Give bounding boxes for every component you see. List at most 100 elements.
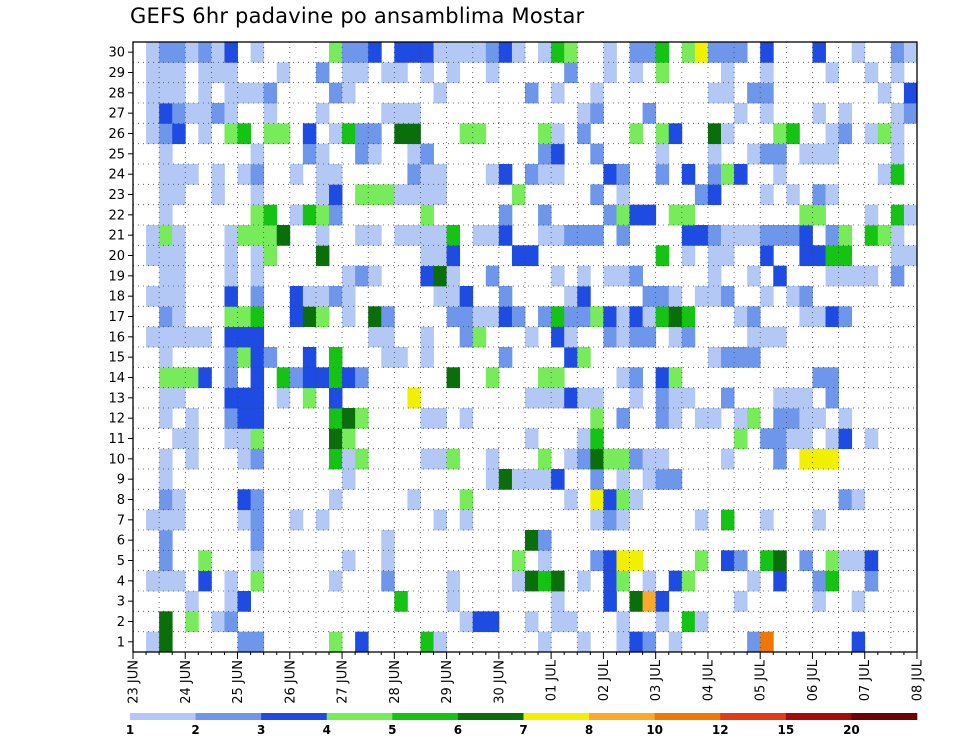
cell-m21-s37 [616, 225, 630, 246]
cell-m30-s25 [459, 42, 474, 63]
cell-m3-s39 [642, 591, 657, 612]
cell-m26-s3 [172, 123, 186, 145]
cell-m15-s47 [747, 347, 761, 368]
cell-m1-s9 [250, 631, 265, 653]
cell-m30-s23 [433, 42, 447, 63]
cell-m25-s2 [159, 143, 173, 165]
cell-m27-s48 [760, 103, 774, 124]
cell-m24-s23 [433, 164, 447, 185]
cell-m17-s13 [302, 306, 317, 328]
cell-m25-s51 [799, 143, 813, 165]
x-tick-label: 01 JUL [545, 659, 560, 701]
cell-m30-s28 [498, 42, 513, 63]
cell-m20-s51 [799, 245, 813, 267]
cell-m11-s54 [838, 428, 853, 450]
cell-m20-s30 [525, 245, 539, 267]
y-tick-label: 24 [108, 168, 125, 183]
cell-m30-s24 [446, 42, 461, 63]
cell-m9-s37 [616, 469, 630, 490]
cell-m12-s40 [655, 408, 670, 429]
cell-m14-s16 [342, 367, 356, 389]
cell-m13-s32 [551, 387, 565, 409]
cell-m5-s5 [198, 550, 212, 572]
cell-m22-s22 [420, 204, 434, 226]
cell-m1-s38 [629, 631, 643, 653]
cell-m19-s2 [159, 265, 173, 287]
cell-m26-s45 [721, 123, 735, 145]
cell-m17-s25 [459, 306, 474, 328]
legend-swatch [785, 713, 852, 720]
cell-m30-s32 [551, 42, 565, 63]
y-tick-label: 2 [117, 615, 125, 630]
cell-m25-s40 [655, 143, 670, 165]
cell-m16-s9 [250, 326, 265, 348]
cell-m26-s53 [825, 123, 839, 145]
cell-m18-s33 [564, 286, 578, 307]
cell-m28-s15 [329, 82, 343, 104]
cell-m16-s19 [381, 326, 395, 348]
cell-m20-s48 [760, 245, 774, 267]
cell-m5-s35 [590, 550, 604, 572]
legend-label: 15 [777, 723, 794, 737]
cell-m12-s50 [786, 408, 800, 429]
cell-m30-s6 [211, 42, 225, 63]
cell-m7-s48 [760, 509, 774, 531]
cell-m21-s21 [407, 225, 421, 246]
cell-m25-s35 [590, 143, 604, 165]
cell-m9-s41 [668, 469, 683, 490]
cell-m12-s49 [773, 408, 787, 429]
cell-m22-s39 [642, 204, 657, 226]
legend-swatch [720, 713, 787, 720]
legend-swatch [457, 713, 524, 720]
cell-m21-s58 [890, 225, 905, 246]
cell-m16-s3 [172, 326, 186, 348]
cell-m18-s40 [655, 286, 670, 307]
cell-m1-s39 [642, 631, 657, 653]
cell-m12-s41 [668, 408, 683, 429]
cell-m7-s35 [590, 509, 604, 531]
cell-m11-s50 [786, 428, 800, 450]
cell-m17-s33 [564, 306, 578, 328]
cell-m18-s9 [250, 286, 265, 307]
y-tick-label: 18 [108, 290, 125, 305]
cell-m12-s16 [342, 408, 356, 429]
cell-m10-s39 [642, 448, 657, 470]
cell-m26-s5 [198, 123, 212, 145]
cell-m10-s8 [237, 448, 251, 470]
cell-m10-s33 [564, 448, 578, 470]
cell-m27-s52 [812, 103, 826, 124]
cell-m12-s54 [838, 408, 853, 429]
cell-m17-s3 [172, 306, 186, 328]
cell-m12-s35 [590, 408, 604, 429]
cell-m10-s16 [342, 448, 356, 470]
cell-m12-s4 [185, 408, 199, 429]
cell-m12-s8 [237, 408, 251, 429]
cell-m12-s51 [799, 408, 813, 429]
cell-m26-s7 [224, 123, 238, 145]
cell-m23-s48 [760, 184, 774, 206]
cell-m13-s45 [721, 387, 735, 409]
cell-m16-s42 [681, 326, 696, 348]
cell-m13-s50 [786, 387, 800, 409]
cell-m13-s33 [564, 387, 578, 409]
cell-m30-s31 [538, 42, 552, 63]
cell-m24-s40 [655, 164, 670, 185]
cell-m29-s14 [315, 62, 330, 84]
cell-m15-s15 [329, 347, 343, 368]
x-tick-label: 02 JUL [597, 659, 612, 701]
cell-m23-s21 [407, 184, 421, 206]
y-tick-label: 4 [117, 574, 125, 589]
cell-m21-s56 [864, 225, 879, 246]
cell-m11-s3 [172, 428, 186, 450]
cell-m25-s9 [250, 143, 265, 165]
cell-m16-s38 [629, 326, 643, 348]
cell-m27-s1 [146, 103, 160, 124]
y-tick-label: 6 [117, 534, 125, 549]
cell-m30-s4 [185, 42, 199, 63]
cell-m26-s17 [355, 123, 369, 145]
cell-m3-s36 [603, 591, 617, 612]
cell-m18-s14 [315, 286, 330, 307]
cell-m18-s43 [694, 286, 709, 307]
cell-m11-s51 [799, 428, 813, 450]
